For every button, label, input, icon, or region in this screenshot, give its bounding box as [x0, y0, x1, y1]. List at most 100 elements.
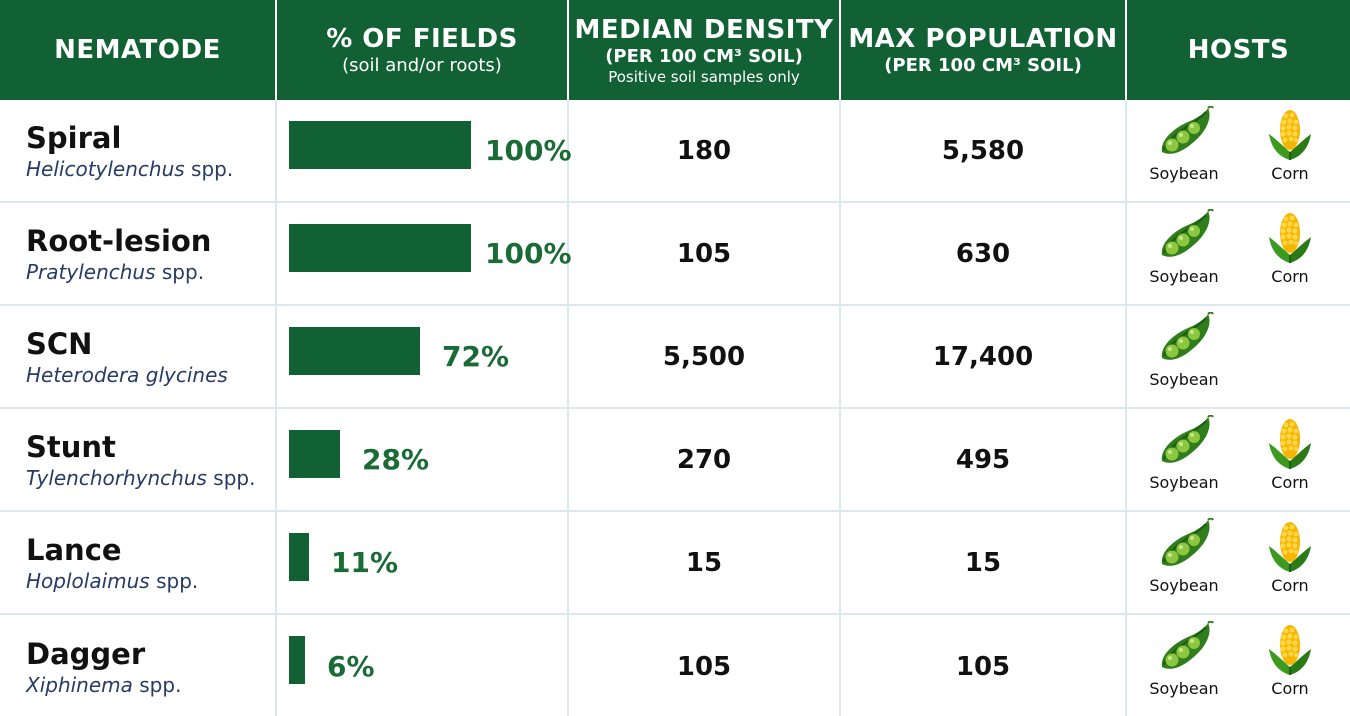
hosts-cell: Soybean Corn [1127, 100, 1350, 201]
nematode-spp-suffix: spp. [206, 465, 256, 490]
fields-percent-label: 6% [327, 650, 375, 683]
max-population-value: 15 [841, 512, 1127, 613]
nematode-common-name: Lance [26, 532, 122, 567]
median-density-value: 5,500 [569, 306, 841, 407]
fields-percent-bar [289, 121, 471, 169]
header-max: MAX POPULATION (PER 100 CM³ SOIL) [841, 0, 1127, 100]
max-population-value: 630 [841, 203, 1127, 304]
nematode-spp-suffix: spp. [149, 568, 199, 593]
corn-cob-icon [1245, 621, 1335, 677]
median-density-value: 105 [569, 203, 841, 304]
host-label: Corn [1271, 267, 1309, 286]
nematode-scientific-name: Heterodera glycines [26, 362, 275, 388]
nematode-spp-suffix: spp. [184, 156, 234, 181]
header-hosts-label: HOSTS [1187, 35, 1290, 65]
max-population-value: 5,580 [841, 100, 1127, 201]
median-density-value: 180 [569, 100, 841, 201]
host-soybean: Soybean [1139, 106, 1229, 183]
soybean-pod-icon [1139, 621, 1229, 677]
header-nematode-label: NEMATODE [54, 35, 221, 65]
host-soybean: Soybean [1139, 312, 1229, 389]
nematode-spp-suffix: spp. [132, 672, 182, 697]
header-median-label: MEDIAN DENSITY [574, 15, 834, 45]
fields-percent-bar [289, 533, 309, 581]
table-row: Lance Hoplolaimus spp. 11% 15 15 Soybean Cor… [0, 512, 1350, 615]
header-fields-label: % OF FIELDS [326, 24, 518, 54]
nematode-scientific-name: Tylenchorhynchus spp. [26, 465, 275, 491]
nematode-name-cell: Dagger Xiphinema spp. [0, 615, 277, 716]
host-label: Soybean [1149, 679, 1219, 698]
host-label: Corn [1271, 576, 1309, 595]
corn-cob-icon [1245, 518, 1335, 574]
header-hosts: HOSTS [1127, 0, 1350, 100]
nematode-name-cell: SCN Heterodera glycines [0, 306, 277, 407]
nematode-name-cell: Root-lesion Pratylenchus spp. [0, 203, 277, 304]
fields-percent-label: 72% [442, 340, 510, 373]
nematode-scientific-name: Xiphinema spp. [26, 672, 275, 698]
nematode-genus: Xiphinema [26, 672, 133, 697]
nematode-common-name: Stunt [26, 429, 116, 464]
fields-percent-label: 100% [485, 134, 572, 167]
nematode-genus: Hoplolaimus [26, 568, 150, 593]
host-corn: Corn [1245, 209, 1335, 286]
nematode-name-cell: Spiral Helicotylenchus spp. [0, 100, 277, 201]
host-label: Soybean [1149, 164, 1219, 183]
header-fields: % OF FIELDS (soil and/or roots) [277, 0, 569, 100]
table-header: NEMATODE % OF FIELDS (soil and/or roots)… [0, 0, 1350, 100]
fields-percent-label: 100% [485, 237, 572, 270]
fields-percent-cell: 6% [277, 615, 569, 716]
fields-percent-bar [289, 430, 340, 478]
hosts-cell: Soybean [1127, 306, 1350, 407]
header-max-label: MAX POPULATION [848, 24, 1118, 54]
host-label: Corn [1271, 473, 1309, 492]
host-label: Soybean [1149, 473, 1219, 492]
hosts-cell: Soybean Corn [1127, 512, 1350, 613]
fields-percent-cell: 100% [277, 203, 572, 304]
fields-percent-cell: 11% [277, 512, 569, 613]
header-nematode: NEMATODE [0, 0, 277, 100]
nematode-common-name: SCN [26, 326, 93, 361]
median-density-value: 270 [569, 409, 841, 510]
host-label: Corn [1271, 679, 1309, 698]
header-max-sub: (PER 100 CM³ SOIL) [884, 55, 1082, 76]
max-population-value: 105 [841, 615, 1127, 716]
nematode-common-name: Spiral [26, 120, 122, 155]
table-row: SCN Heterodera glycines 72% 5,500 17,400 Soy… [0, 306, 1350, 409]
median-density-value: 15 [569, 512, 841, 613]
header-fields-sub: (soil and/or roots) [342, 55, 502, 76]
host-corn: Corn [1245, 518, 1335, 595]
host-soybean: Soybean [1139, 621, 1229, 698]
soybean-pod-icon [1139, 312, 1229, 368]
soybean-pod-icon [1139, 106, 1229, 162]
fields-percent-label: 28% [362, 443, 430, 476]
max-population-value: 17,400 [841, 306, 1127, 407]
corn-cob-icon [1245, 106, 1335, 162]
host-soybean: Soybean [1139, 415, 1229, 492]
fields-percent-cell: 100% [277, 100, 572, 201]
fields-percent-bar [289, 636, 305, 684]
nematode-name-cell: Lance Hoplolaimus spp. [0, 512, 277, 613]
fields-percent-bar [289, 224, 471, 272]
fields-percent-bar [289, 327, 420, 375]
header-median-sub: (PER 100 CM³ SOIL) [605, 46, 803, 67]
nematode-genus: Heterodera glycines [26, 362, 228, 387]
header-median-note: Positive soil samples only [608, 68, 800, 86]
table-body: Spiral Helicotylenchus spp. 100% 180 5,580 S… [0, 100, 1350, 716]
nematode-scientific-name: Helicotylenchus spp. [26, 156, 275, 182]
host-corn: Corn [1245, 106, 1335, 183]
table-row: Stunt Tylenchorhynchus spp. 28% 270 495 Soyb… [0, 409, 1350, 512]
table-row: Dagger Xiphinema spp. 6% 105 105 Soybean Cor… [0, 615, 1350, 716]
soybean-pod-icon [1139, 209, 1229, 265]
nematode-common-name: Root-lesion [26, 223, 212, 258]
nematode-name-cell: Stunt Tylenchorhynchus spp. [0, 409, 277, 510]
host-label: Soybean [1149, 267, 1219, 286]
host-label: Soybean [1149, 576, 1219, 595]
fields-percent-label: 11% [331, 546, 399, 579]
host-label: Corn [1271, 164, 1309, 183]
corn-cob-icon [1245, 415, 1335, 471]
nematode-common-name: Dagger [26, 636, 146, 671]
table-row: Spiral Helicotylenchus spp. 100% 180 5,580 S… [0, 100, 1350, 203]
hosts-cell: Soybean Corn [1127, 615, 1350, 716]
nematode-genus: Pratylenchus [26, 259, 156, 284]
median-density-value: 105 [569, 615, 841, 716]
